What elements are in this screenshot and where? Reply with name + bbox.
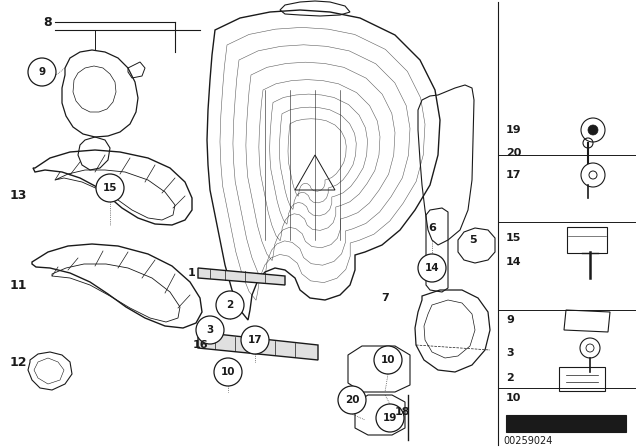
Text: 6: 6 (428, 223, 436, 233)
Text: 14: 14 (425, 263, 439, 273)
Circle shape (96, 174, 124, 202)
Text: 11: 11 (9, 279, 27, 292)
Text: 17: 17 (506, 170, 522, 180)
Text: 14: 14 (506, 257, 522, 267)
Text: 17: 17 (248, 335, 262, 345)
Text: 12: 12 (9, 356, 27, 369)
Circle shape (196, 316, 224, 344)
Circle shape (418, 254, 446, 282)
Text: 18: 18 (394, 407, 410, 417)
Text: 9: 9 (506, 315, 514, 325)
Text: 3: 3 (506, 348, 514, 358)
Circle shape (374, 346, 402, 374)
Text: 2: 2 (506, 373, 514, 383)
Circle shape (28, 58, 56, 86)
Polygon shape (198, 268, 285, 285)
Text: 15: 15 (506, 233, 522, 243)
Text: 8: 8 (44, 16, 52, 29)
Text: 16: 16 (192, 340, 208, 350)
Polygon shape (198, 332, 318, 360)
Text: 2: 2 (227, 300, 234, 310)
Text: 5: 5 (469, 235, 477, 245)
Text: 00259024: 00259024 (503, 436, 552, 446)
Text: 20: 20 (506, 148, 522, 158)
Text: 10: 10 (381, 355, 396, 365)
Text: 10: 10 (221, 367, 236, 377)
Text: 7: 7 (381, 293, 389, 303)
Text: 3: 3 (206, 325, 214, 335)
Circle shape (588, 125, 598, 135)
Circle shape (338, 386, 366, 414)
Circle shape (214, 358, 242, 386)
Text: 10: 10 (506, 393, 522, 403)
Circle shape (376, 404, 404, 432)
Text: 9: 9 (38, 67, 45, 77)
Circle shape (241, 326, 269, 354)
Text: 1: 1 (188, 268, 196, 278)
Text: 13: 13 (10, 189, 27, 202)
Polygon shape (506, 415, 626, 432)
Circle shape (216, 291, 244, 319)
Text: 15: 15 (103, 183, 117, 193)
Text: 19: 19 (383, 413, 397, 423)
Text: 19: 19 (506, 125, 522, 135)
Text: 20: 20 (345, 395, 359, 405)
